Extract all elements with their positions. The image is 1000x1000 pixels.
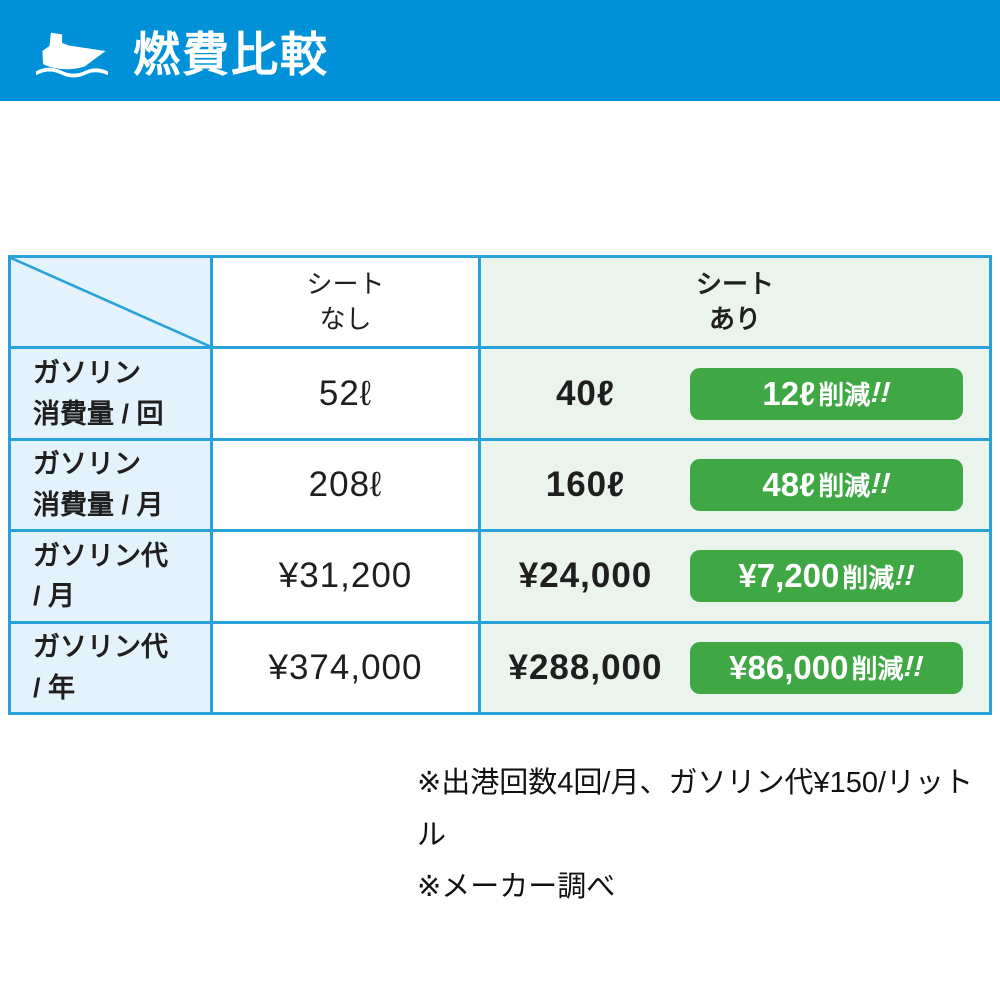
- savings-exclamation: !!: [867, 468, 895, 501]
- column-header-line: なし: [319, 304, 372, 335]
- page-title: 燃費比較: [133, 28, 329, 81]
- savings-label: 削減: [851, 654, 904, 685]
- value-with-seat: ¥24,000: [518, 556, 653, 596]
- footnotes: ※出港回数4回/月、ガソリン代¥150/リットル ※メーカー調べ: [417, 757, 1000, 914]
- column-header-seat-yes: シート あり: [481, 258, 989, 347]
- savings-label: 削減: [818, 471, 871, 502]
- value-without-seat: ¥374,000: [213, 623, 478, 712]
- column-header-line: あり: [708, 304, 761, 335]
- value-without-seat: 208ℓ: [213, 440, 478, 530]
- row-label-line: 消費量 / 月: [33, 489, 164, 520]
- value-with-seat-cell: ¥288,000 ¥86,000 削減 !!: [481, 623, 989, 712]
- savings-badge: 48ℓ 削減 !!: [690, 458, 963, 511]
- value-with-seat-cell: 40ℓ 12ℓ 削減 !!: [481, 349, 989, 438]
- table-corner-cell: [11, 258, 210, 347]
- comparison-table: シート なし シート あり ガソリン 消費量 / 回 52ℓ 40ℓ 12ℓ 削…: [8, 255, 992, 715]
- row-label-line: ガソリン代: [33, 632, 168, 663]
- column-header-line: シート: [695, 269, 774, 300]
- row-label-line: ガソリン代: [33, 540, 168, 571]
- row-label-line: ガソリン: [33, 358, 141, 389]
- row-label-line: / 月: [33, 581, 76, 612]
- value-without-seat: ¥31,200: [213, 532, 478, 621]
- value-with-seat-cell: 160ℓ 48ℓ 削減 !!: [481, 440, 989, 530]
- savings-label: 削減: [842, 562, 895, 593]
- row-label-cost-per-month: ガソリン代 / 月: [11, 532, 210, 621]
- row-label-line: ガソリン: [33, 449, 141, 480]
- value-without-seat: 52ℓ: [213, 349, 478, 438]
- column-header-line: シート: [306, 269, 385, 300]
- value-with-seat: 40ℓ: [555, 373, 616, 413]
- row-label-consumption-per-month: ガソリン 消費量 / 月: [11, 440, 210, 530]
- value-with-seat-cell: ¥24,000 ¥7,200 削減 !!: [481, 532, 989, 621]
- row-label-consumption-per-trip: ガソリン 消費量 / 回: [11, 349, 210, 438]
- savings-value: ¥7,200: [738, 557, 840, 595]
- diagonal-divider: [11, 258, 210, 346]
- boat-icon: [36, 32, 108, 78]
- row-label-line: 消費量 / 回: [33, 398, 164, 429]
- row-label-line: / 年: [33, 672, 76, 703]
- savings-exclamation: !!: [867, 377, 895, 410]
- footnote-conditions: ※出港回数4回/月、ガソリン代¥150/リットル: [417, 767, 974, 852]
- value-with-seat: 160ℓ: [545, 464, 626, 504]
- savings-badge: ¥7,200 削減 !!: [690, 550, 963, 603]
- savings-badge: ¥86,000 削減 !!: [690, 641, 963, 694]
- savings-value: 12ℓ: [762, 374, 816, 412]
- savings-value: 48ℓ: [762, 465, 816, 503]
- row-label-cost-per-year: ガソリン代 / 年: [11, 623, 210, 712]
- header-bar: 燃費比較: [0, 0, 1000, 101]
- column-header-seat-none: シート なし: [213, 258, 478, 347]
- savings-label: 削減: [818, 380, 871, 411]
- savings-exclamation: !!: [900, 651, 928, 684]
- savings-badge: 12ℓ 削減 !!: [690, 367, 963, 420]
- value-with-seat: ¥288,000: [508, 647, 663, 687]
- savings-value: ¥86,000: [729, 648, 849, 686]
- footnote-source: ※メーカー調べ: [417, 871, 616, 904]
- savings-exclamation: !!: [891, 559, 919, 592]
